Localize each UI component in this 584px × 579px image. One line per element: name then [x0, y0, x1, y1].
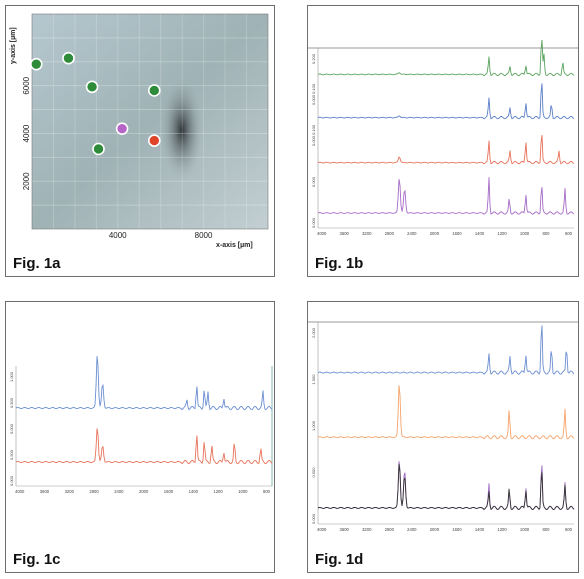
x-tick-label: 4000: [15, 489, 25, 494]
spectrum-series-line: [317, 177, 575, 215]
y-tick-label: 0.000: [311, 513, 316, 524]
measurement-point: [85, 80, 99, 94]
x-tick-label: 2000: [430, 231, 440, 236]
y-tick-label: 1.000: [9, 371, 14, 382]
spectrum-series-line: [15, 428, 273, 465]
x-tick-label: 3200: [362, 527, 372, 532]
x-tick-label: 2400: [114, 489, 124, 494]
spectrum-series-line: [317, 461, 575, 511]
x-tick-label: 1400: [189, 489, 199, 494]
y-tick-label: 1.000: [311, 420, 316, 431]
figure-1a-label: Fig. 1a: [13, 255, 61, 272]
spectrum-series-line: [317, 463, 575, 511]
spectrum-series-line: [317, 39, 575, 77]
spectrum-series-line: [317, 325, 575, 375]
x-tick-label: 1000: [520, 527, 530, 532]
figure-1b-panel: 4000 3600 3200 2800 2400 2000 1600 1400 1200 1000…: [307, 5, 579, 277]
x-tick-label: 2800: [385, 231, 395, 236]
x-tick-label: 1400: [475, 231, 485, 236]
x-tick-label: 1400: [475, 527, 485, 532]
y-tick-label: 0.000: [311, 176, 316, 187]
spectrum-series-line: [317, 83, 575, 120]
measurement-point: [29, 57, 43, 71]
x-tick-label: 2000: [139, 489, 149, 494]
spectrum-series-line: [317, 135, 575, 165]
figure-1d-label: Fig. 1d: [315, 551, 364, 568]
x-tick-label: 1200: [497, 527, 507, 532]
x-tick-label: 600: [565, 231, 573, 236]
x-tick-label: 3200: [65, 489, 75, 494]
x-tick-label: 1200: [497, 231, 507, 236]
y-tick-label: 0.000: [311, 217, 316, 228]
x-tick-label: 4000: [317, 231, 327, 236]
y-tick-label: 0.500: [9, 449, 14, 460]
spectrum-series-line: [317, 385, 575, 440]
x-axis-label: x-axis [µm]: [216, 242, 253, 249]
x-tick-label: 4000: [317, 527, 327, 532]
y-axis-label: y-axis [µm]: [10, 27, 17, 64]
x-tick-label: 600: [565, 527, 573, 532]
x-tick-label: 2400: [407, 231, 417, 236]
x-tick-label: 2400: [407, 527, 417, 532]
figure-1c-label: Fig. 1c: [13, 551, 61, 568]
y-tick-label: 0.000: [9, 423, 14, 434]
spectrum-series-line: [15, 356, 273, 411]
x-tick-label: 1600: [452, 527, 462, 532]
x-tick-label: 1200: [213, 489, 223, 494]
y-tick-label: 2.000: [311, 327, 316, 338]
y-tick-label: 0.000 0.100: [311, 83, 316, 105]
x-tick-label: 1000: [238, 489, 248, 494]
x-tick-label: 2800: [385, 527, 395, 532]
x-tick-label: 3600: [340, 527, 350, 532]
x-tick-label: 3200: [362, 231, 372, 236]
x-tick-label: 800: [542, 231, 550, 236]
y-tick-label: 0.200: [311, 53, 316, 64]
y-tick-label: 0.500: [311, 467, 316, 478]
x-tick-label: 8000: [195, 231, 213, 240]
x-tick-label: 2800: [89, 489, 99, 494]
y-tick-label: 0.500: [9, 397, 14, 408]
x-tick-label: 800: [542, 527, 550, 532]
measurement-point: [147, 84, 161, 97]
measurement-point: [92, 142, 105, 156]
measurement-point: [62, 51, 75, 65]
x-tick-label: 3600: [340, 231, 350, 236]
x-tick-label: 1600: [164, 489, 174, 494]
figure-1a-chart: 4000 8000 2000 4000 6000 x-axis [µm] y-axis [µ…: [10, 13, 269, 249]
y-tick-label: 2000: [22, 172, 31, 190]
x-tick-label: 3600: [40, 489, 50, 494]
x-tick-label: 2000: [430, 527, 440, 532]
figure-1b-label: Fig. 1b: [315, 255, 364, 272]
figure-1b-chart: 4000 3600 3200 2800 2400 2000 1600 1400 1200 1000…: [308, 39, 578, 236]
x-tick-label: 800: [263, 489, 271, 494]
fiber-shadow: [143, 36, 214, 207]
x-tick-label: 1000: [520, 231, 530, 236]
figure-1a-panel: 4000 8000 2000 4000 6000 x-axis [µm] y-axis [µ…: [5, 5, 275, 277]
y-tick-label: 4000: [22, 124, 31, 142]
figure-1c-chart: 4000 3600 3200 2800 2400 2000 1600 1400 1200 1000…: [9, 356, 273, 494]
figure-1c-panel: 4000 3600 3200 2800 2400 2000 1600 1400 1200 1000…: [5, 301, 275, 573]
y-tick-label: 6000: [22, 76, 31, 94]
figure-1d-chart: 4000 3600 3200 2800 2400 2000 1600 1400 1200 1000…: [308, 321, 578, 532]
y-tick-label: 0.000: [9, 475, 14, 486]
x-tick-label: 4000: [109, 231, 127, 240]
y-tick-label: 1.500: [311, 374, 316, 385]
y-tick-label: 0.000 0.100: [311, 124, 316, 146]
figure-1d-panel: 4000 3600 3200 2800 2400 2000 1600 1400 1200 1000…: [307, 301, 579, 573]
x-tick-label: 1600: [452, 231, 462, 236]
measurement-point: [115, 122, 129, 135]
measurement-point: [147, 134, 161, 147]
